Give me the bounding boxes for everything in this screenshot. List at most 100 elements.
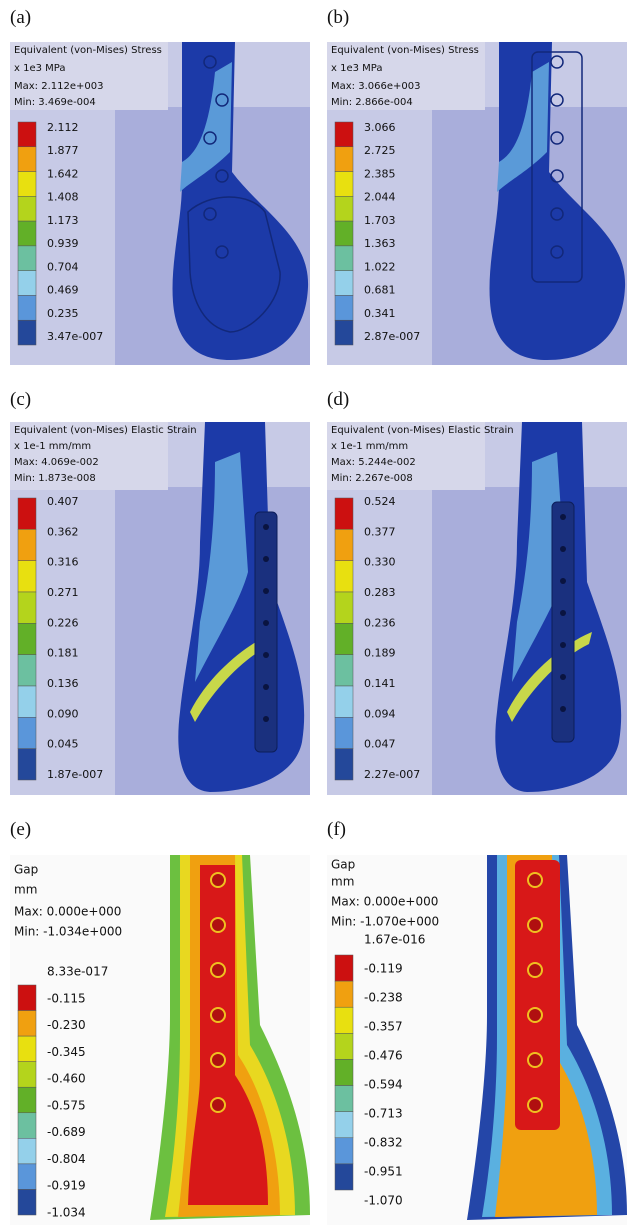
color-bar-block [335, 1138, 353, 1164]
color-bar-block [335, 122, 353, 147]
scale-label: 1.67e-016 [364, 933, 425, 947]
color-bar-block [18, 749, 36, 780]
screw-hole [263, 588, 269, 594]
color-bar-block [18, 1087, 36, 1113]
panel-label: (e) [10, 819, 31, 841]
color-bar-block [18, 271, 36, 296]
screw-hole [528, 1008, 542, 1022]
scale-label: -0.460 [47, 1072, 86, 1086]
scale-label: 0.939 [47, 237, 79, 250]
legend-legend-title: Equivalent (von-Mises) Stress [331, 45, 479, 56]
legend-unit: x 1e-1 mm/mm [331, 441, 408, 452]
color-bar-block [18, 985, 36, 1011]
scale-label: 0.316 [47, 556, 79, 569]
screw-hole [528, 963, 542, 977]
scale-label: 2.87e-007 [364, 330, 420, 343]
scale-label: 0.524 [364, 495, 396, 508]
color-bar-block [18, 561, 36, 592]
legend-unit: mm [14, 883, 37, 897]
scale-label: 3.066 [364, 121, 396, 134]
color-bar-block [18, 320, 36, 345]
scale-label: 2.385 [364, 167, 396, 180]
color-bar-block [18, 592, 36, 623]
color-bar-block [18, 717, 36, 748]
panel-label: (a) [10, 7, 31, 29]
legend-min: Min: -1.070e+000 [331, 915, 439, 929]
screw-hole [528, 1053, 542, 1067]
color-bar-block [335, 498, 353, 529]
scale-label: 1.022 [364, 260, 396, 273]
result-plot: Equivalent (von-Mises) Stressx 1e3 MPaMa… [10, 42, 310, 365]
scale-label: 0.271 [47, 586, 79, 599]
screw-hole [560, 546, 566, 552]
legend-min: Min: 1.873e-008 [14, 473, 96, 484]
screw-hole [528, 873, 542, 887]
color-bar-block [335, 196, 353, 221]
scale-label: -0.230 [47, 1018, 86, 1032]
result-plot: Equivalent (von-Mises) Elastic Strain x 1… [10, 422, 310, 795]
scale-label: 1.408 [47, 191, 79, 204]
scale-label: 0.189 [364, 647, 396, 660]
screw-hole [211, 918, 225, 932]
scale-label: -0.804 [47, 1152, 86, 1166]
screw-hole [263, 716, 269, 722]
screw-hole [560, 642, 566, 648]
scale-label: 1.173 [47, 214, 79, 227]
screw-hole [263, 652, 269, 658]
scale-label: -0.594 [364, 1078, 403, 1092]
scale-label: -1.034 [47, 1206, 86, 1220]
color-bar-block [335, 686, 353, 717]
legend-max: Max: 2.112e+003 [14, 81, 103, 92]
scale-label: 1.703 [364, 214, 396, 227]
color-bar-block [335, 981, 353, 1007]
color-bar-block [335, 717, 353, 748]
scale-label: 0.377 [364, 525, 396, 538]
legend-min: Min: -1.034e+000 [14, 925, 122, 939]
scale-label: 0.141 [364, 677, 396, 690]
color-bar-block [335, 246, 353, 271]
scale-label: 0.181 [47, 647, 79, 660]
color-bar-block [18, 1164, 36, 1190]
color-bar-block [335, 1086, 353, 1112]
scale-label: 2.112 [47, 121, 79, 134]
legend-legend-title: Equivalent (von-Mises) Stress [14, 45, 162, 56]
screw-hole [560, 610, 566, 616]
screw-hole [211, 873, 225, 887]
color-bar-block [335, 749, 353, 780]
legend-min: Min: 2.267e-008 [331, 473, 413, 484]
scale-label: -0.119 [364, 962, 403, 976]
color-bar-block [335, 529, 353, 560]
color-bar-block [335, 172, 353, 197]
legend-max: Max: 0.000e+000 [14, 905, 121, 919]
legend-max: Max: 5.244e-002 [331, 457, 416, 468]
scale-label: -0.575 [47, 1098, 86, 1112]
screw-hole [211, 1098, 225, 1112]
color-bar-block [335, 1033, 353, 1059]
scale-label: 1.363 [364, 237, 396, 250]
legend-min: Min: 3.469e-004 [14, 97, 96, 108]
color-bar-block [18, 529, 36, 560]
screw-hole [528, 918, 542, 932]
screw-hole [560, 706, 566, 712]
color-bar-block [335, 955, 353, 981]
legend-unit: x 1e-1 mm/mm [14, 441, 91, 452]
color-bar-block [335, 1112, 353, 1138]
scale-label: 0.090 [47, 707, 79, 720]
color-bar-block [335, 561, 353, 592]
screw-hole [560, 674, 566, 680]
scale-label: 0.469 [47, 284, 79, 297]
screw-hole [211, 1053, 225, 1067]
color-bar-block [335, 221, 353, 246]
scale-label: 2.725 [364, 144, 396, 157]
scale-label: -0.238 [364, 991, 403, 1005]
legend-legend-title: Equivalent (von-Mises) Elastic Strain [14, 425, 197, 436]
color-bar-block [18, 1113, 36, 1139]
scale-label: -0.689 [47, 1125, 86, 1139]
color-bar-block [335, 147, 353, 172]
scale-label: -1.070 [364, 1194, 403, 1208]
scale-label: 0.283 [364, 586, 396, 599]
color-bar-block [18, 196, 36, 221]
color-bar-block [335, 1164, 353, 1190]
